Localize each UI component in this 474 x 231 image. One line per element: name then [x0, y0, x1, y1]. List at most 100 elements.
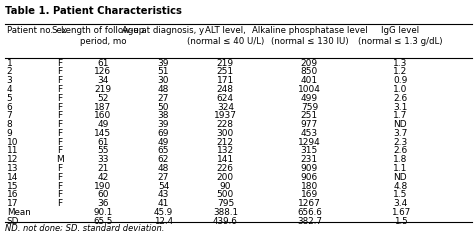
Text: 190: 190 — [94, 182, 111, 191]
Text: 62: 62 — [158, 155, 169, 164]
Text: 48: 48 — [158, 164, 169, 173]
Text: ND, not done; SD, standard deviation.: ND, not done; SD, standard deviation. — [5, 224, 164, 231]
Text: Age at diagnosis, y: Age at diagnosis, y — [122, 26, 205, 35]
Text: 50: 50 — [158, 103, 169, 112]
Text: F: F — [57, 120, 62, 129]
Text: 43: 43 — [158, 190, 169, 199]
Text: 61: 61 — [97, 138, 109, 147]
Text: ND: ND — [393, 173, 407, 182]
Text: 39: 39 — [158, 120, 169, 129]
Text: 36: 36 — [97, 199, 109, 208]
Text: 30: 30 — [158, 76, 169, 85]
Text: 500: 500 — [217, 190, 234, 199]
Text: 27: 27 — [158, 94, 169, 103]
Text: 132: 132 — [217, 146, 234, 155]
Text: 55: 55 — [97, 146, 109, 155]
Text: 209: 209 — [301, 59, 318, 68]
Text: 1.5: 1.5 — [393, 217, 407, 226]
Text: 219: 219 — [217, 59, 234, 68]
Text: Sex: Sex — [52, 26, 67, 35]
Text: 16: 16 — [7, 190, 18, 199]
Text: 15: 15 — [7, 182, 18, 191]
Text: Table 1. Patient Characteristics: Table 1. Patient Characteristics — [5, 6, 182, 16]
Text: 231: 231 — [301, 155, 318, 164]
Text: 13: 13 — [7, 164, 18, 173]
Text: 251: 251 — [217, 67, 234, 76]
Text: 1.3: 1.3 — [393, 59, 408, 68]
Text: 8: 8 — [7, 120, 12, 129]
Text: 69: 69 — [158, 129, 169, 138]
Text: F: F — [57, 111, 62, 120]
Text: 759: 759 — [301, 103, 318, 112]
Text: F: F — [57, 173, 62, 182]
Text: 1937: 1937 — [214, 111, 237, 120]
Text: 39: 39 — [158, 59, 169, 68]
Text: 5: 5 — [7, 94, 12, 103]
Text: 499: 499 — [301, 94, 318, 103]
Text: 388.1: 388.1 — [213, 208, 238, 217]
Text: 850: 850 — [301, 67, 318, 76]
Text: 38: 38 — [158, 111, 169, 120]
Text: 60: 60 — [97, 190, 109, 199]
Text: IgG level
(normal ≤ 1.3 g/dL): IgG level (normal ≤ 1.3 g/dL) — [358, 26, 443, 46]
Text: 909: 909 — [301, 164, 318, 173]
Text: 65.5: 65.5 — [93, 217, 112, 226]
Text: 3.7: 3.7 — [393, 129, 408, 138]
Text: 126: 126 — [94, 67, 111, 76]
Text: Mean: Mean — [7, 208, 30, 217]
Text: 300: 300 — [217, 129, 234, 138]
Text: 17: 17 — [7, 199, 18, 208]
Text: 656.6: 656.6 — [297, 208, 322, 217]
Text: ALT level,
(normal ≤ 40 U/L): ALT level, (normal ≤ 40 U/L) — [187, 26, 264, 46]
Text: 1267: 1267 — [298, 199, 321, 208]
Text: 906: 906 — [301, 173, 318, 182]
Text: F: F — [57, 199, 62, 208]
Text: F: F — [57, 103, 62, 112]
Text: 2: 2 — [7, 67, 12, 76]
Text: 61: 61 — [97, 59, 109, 68]
Text: 27: 27 — [158, 173, 169, 182]
Text: 34: 34 — [97, 76, 109, 85]
Text: 49: 49 — [158, 138, 169, 147]
Text: F: F — [57, 129, 62, 138]
Text: 795: 795 — [217, 199, 234, 208]
Text: F: F — [57, 190, 62, 199]
Text: F: F — [57, 85, 62, 94]
Text: 0.9: 0.9 — [393, 76, 408, 85]
Text: F: F — [57, 59, 62, 68]
Text: F: F — [57, 146, 62, 155]
Text: 4: 4 — [7, 85, 12, 94]
Text: F: F — [57, 67, 62, 76]
Text: F: F — [57, 164, 62, 173]
Text: 324: 324 — [217, 103, 234, 112]
Text: 1.5: 1.5 — [393, 190, 408, 199]
Text: 226: 226 — [217, 164, 234, 173]
Text: 3: 3 — [7, 76, 12, 85]
Text: SD: SD — [7, 217, 19, 226]
Text: 6: 6 — [7, 103, 12, 112]
Text: 90: 90 — [219, 182, 231, 191]
Text: F: F — [57, 76, 62, 85]
Text: 3.4: 3.4 — [393, 199, 408, 208]
Text: 41: 41 — [158, 199, 169, 208]
Text: 49: 49 — [97, 120, 109, 129]
Text: 10: 10 — [7, 138, 18, 147]
Text: 11: 11 — [7, 146, 18, 155]
Text: 4.8: 4.8 — [393, 182, 408, 191]
Text: 33: 33 — [97, 155, 109, 164]
Text: 219: 219 — [94, 85, 111, 94]
Text: Alkaline phosphatase level
(normal ≤ 130 IU): Alkaline phosphatase level (normal ≤ 130… — [252, 26, 367, 46]
Text: 160: 160 — [94, 111, 111, 120]
Text: 1004: 1004 — [298, 85, 321, 94]
Text: 51: 51 — [158, 67, 169, 76]
Text: 12: 12 — [7, 155, 18, 164]
Text: 200: 200 — [217, 173, 234, 182]
Text: 1.67: 1.67 — [391, 208, 410, 217]
Text: 14: 14 — [7, 173, 18, 182]
Text: 453: 453 — [301, 129, 318, 138]
Text: 21: 21 — [97, 164, 109, 173]
Text: ND: ND — [393, 120, 407, 129]
Text: 251: 251 — [301, 111, 318, 120]
Text: 382.7: 382.7 — [297, 217, 322, 226]
Text: 1.0: 1.0 — [393, 85, 408, 94]
